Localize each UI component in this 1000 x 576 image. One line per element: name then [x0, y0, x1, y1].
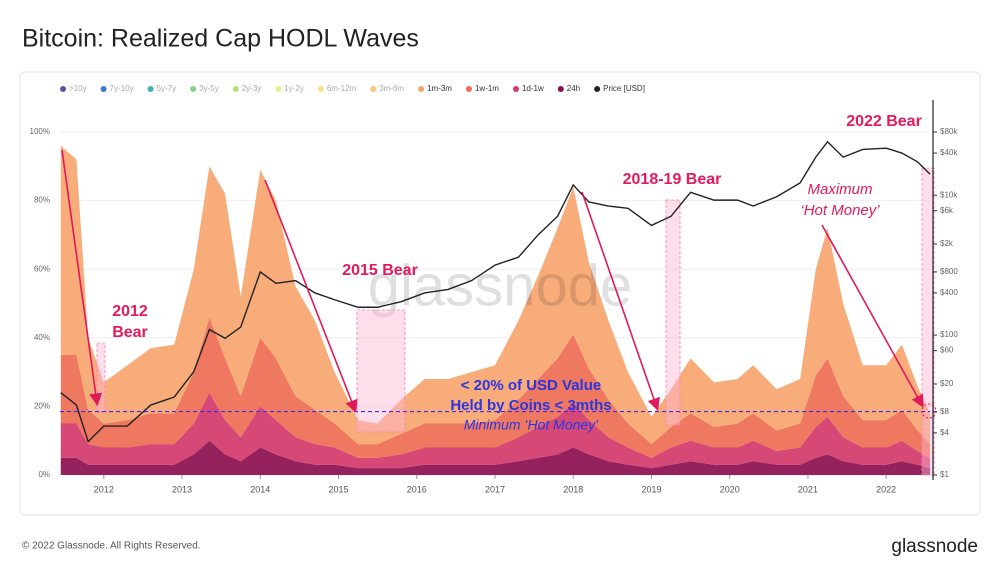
y2-tick-label: $60	[940, 346, 954, 355]
x-tick-label: 2018	[563, 484, 583, 494]
annotation: ‘Hot Money’	[800, 202, 880, 219]
x-tick-label: 2022	[876, 484, 896, 494]
area	[60, 317, 931, 458]
legend-label: 6m-12m	[327, 84, 357, 93]
area	[60, 145, 931, 445]
legend-label: Price [USD]	[603, 84, 645, 93]
legend-label: 1y-2y	[284, 84, 304, 93]
area	[60, 440, 931, 475]
y2-tick-label: $1	[940, 470, 949, 479]
y2-tick-label: $4	[940, 428, 949, 437]
legend-dot	[317, 86, 324, 92]
bear-zone	[921, 167, 935, 476]
legend-label: 1w-1m	[475, 84, 499, 93]
legend-label: 1m-3m	[427, 84, 452, 93]
legend-dot	[557, 86, 564, 92]
legend-dot	[370, 86, 377, 92]
x-tick-label: 2021	[798, 484, 818, 494]
y2-tick-label: $8	[940, 407, 949, 416]
legend-dot	[232, 86, 239, 92]
bear-zone	[665, 199, 681, 426]
annotation: 2015 Bear	[342, 262, 418, 279]
y2-tick-label: $400	[940, 288, 958, 297]
legend-label: 1d-1w	[522, 84, 544, 93]
legend-label: >10y	[69, 84, 87, 93]
legend-dot	[147, 86, 154, 92]
arrows	[61, 149, 937, 419]
y2-tick-label: $40k	[940, 148, 958, 157]
x-tick-label: 2015	[329, 484, 349, 494]
chart-title: Bitcoin: Realized Cap HODL Waves	[22, 25, 419, 53]
y-tick-label: 80%	[34, 196, 50, 205]
bear-zone	[356, 309, 406, 433]
arrow	[581, 191, 660, 412]
legend-label: 3y-5y	[199, 84, 219, 93]
x-tick-label: 2020	[720, 484, 740, 494]
y2-tick-label: $2k	[940, 239, 954, 248]
x-tick-label: 2013	[172, 484, 192, 494]
annotation: < 20% of USD Value	[461, 377, 601, 394]
y2-tick-label: $800	[940, 267, 958, 276]
annotation: Bear	[112, 324, 148, 341]
arrow	[264, 179, 358, 413]
arrow	[821, 224, 924, 408]
price-line	[60, 140, 931, 443]
y2-tick-label: $20	[940, 379, 954, 388]
y-tick-label: 0%	[38, 470, 50, 479]
legend-label: 2y-3y	[242, 84, 262, 93]
lines	[60, 140, 931, 443]
y2-tick-label: $10k	[940, 190, 958, 199]
y-tick-label: 40%	[34, 333, 50, 342]
legend: >10y 7y-10y 5y-7y 3y-5y 2y-3y 1y-2y 6m-12m 3m-6…	[60, 84, 645, 93]
annotation: Maximum	[807, 181, 872, 198]
legend-dot	[594, 86, 601, 92]
y-tick-label: 20%	[34, 402, 50, 411]
legend-dot	[418, 86, 425, 92]
x-tick-label: 2019	[641, 484, 661, 494]
legend-label: 3m-6m	[379, 84, 404, 93]
y2-tick-label: $100	[940, 330, 958, 339]
annotation: 2018-19 Bear	[623, 171, 722, 188]
annotation: Held by Coins < 3mths	[450, 397, 611, 414]
panel	[19, 71, 981, 516]
footer: © 2022 Glassnode. All Rights Reserved.	[22, 541, 201, 552]
legend-dot	[60, 86, 66, 92]
annotation: 2022 Bear	[846, 113, 922, 130]
y2-tick-label: $6k	[940, 206, 954, 215]
annotation: 2012	[112, 303, 148, 320]
x-tick-label: 2017	[485, 484, 505, 494]
highlight-circle	[921, 403, 937, 419]
x-tick-label: 2012	[94, 484, 114, 494]
areas	[60, 145, 931, 475]
legend-dot	[512, 86, 519, 92]
legend-dot	[100, 86, 107, 92]
legend-label: 5y-7y	[157, 84, 177, 93]
x-tick-label: 2016	[407, 484, 427, 494]
legend-dot	[190, 86, 197, 92]
legend-dot	[275, 86, 282, 92]
logo: glassnode	[891, 536, 978, 557]
y-tick-label: 60%	[34, 264, 50, 273]
legend-label: 7y-10y	[110, 84, 134, 93]
arrow	[61, 149, 103, 407]
annotation: Minimum ‘Hot Money’	[464, 417, 599, 433]
area	[60, 392, 931, 469]
y-tick-label: 100%	[30, 127, 50, 136]
bear-zone	[96, 342, 106, 413]
legend-label: 24h	[567, 84, 580, 93]
x-tick-label: 2014	[250, 484, 270, 494]
legend-dot	[465, 86, 472, 92]
y2-tick-label: $80k	[940, 127, 958, 136]
